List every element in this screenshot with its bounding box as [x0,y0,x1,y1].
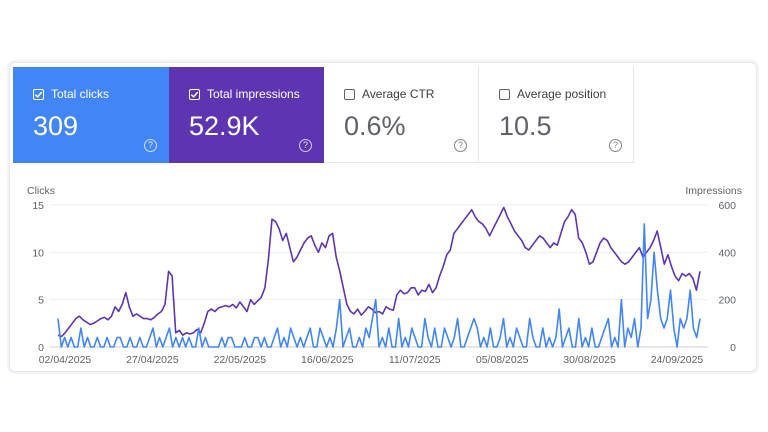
clicks-series-line [57,223,701,348]
right-tick-label: 200 [718,295,736,307]
right-axis-ticks: 600 400 200 0 [718,200,736,354]
metric-label: Total impressions [207,87,300,101]
metric-card-average-position[interactable]: Average position 10.5 ? [479,67,634,163]
checkbox-icon[interactable] [344,89,355,100]
checkbox-icon[interactable] [499,89,510,100]
left-tick-label: 15 [32,200,44,212]
impressions-series-line [57,206,701,338]
x-tick-label: 30/08/2025 [563,354,616,366]
x-tick-label: 05/08/2025 [476,354,529,366]
metric-value: 52.9K [189,111,260,141]
checkbox-icon[interactable] [189,89,200,100]
help-icon[interactable]: ? [299,139,312,152]
x-tick-label: 24/09/2025 [651,354,704,366]
x-tick-label: 02/04/2025 [39,354,92,366]
help-icon[interactable]: ? [609,139,622,152]
x-tick-label: 27/04/2025 [126,354,179,366]
metric-card-total-clicks[interactable]: Total clicks 309 ? [13,67,169,163]
help-icon[interactable]: ? [144,139,157,152]
performance-panel: Total clicks 309 ? Total impressions 52.… [9,62,757,372]
x-tick-label: 16/06/2025 [301,354,354,366]
left-tick-label: 0 [38,342,44,354]
metric-value: 10.5 [499,111,552,141]
left-tick-label: 5 [38,295,44,307]
x-tick-label: 11/07/2025 [389,354,441,366]
metric-cards: Total clicks 309 ? Total impressions 52.… [13,67,634,163]
metric-value: 0.6% [344,111,406,141]
help-icon[interactable]: ? [454,139,467,152]
right-tick-label: 400 [718,247,736,259]
x-tick-label: 22/05/2025 [214,354,267,366]
left-axis-title: Clicks [27,185,55,197]
metric-label: Average position [517,87,607,101]
metric-label: Average CTR [362,87,435,101]
right-axis-title: Impressions [685,185,742,197]
checkbox-icon[interactable] [33,89,44,100]
left-axis-ticks: 15 10 5 0 [32,200,44,354]
x-axis-ticks: 02/04/2025 27/04/2025 22/05/2025 16/06/2025… [39,354,704,366]
performance-chart[interactable]: 15 10 5 0 600 400 200 0 02/04/2025 27/04/2025 22… [10,63,756,371]
metric-label: Total clicks [51,87,110,101]
metric-card-average-ctr[interactable]: Average CTR 0.6% ? [324,67,479,163]
left-tick-label: 10 [32,247,44,259]
right-tick-label: 0 [730,342,736,354]
right-tick-label: 600 [718,200,736,212]
metric-value: 309 [33,111,79,141]
metric-card-total-impressions[interactable]: Total impressions 52.9K ? [169,67,324,163]
